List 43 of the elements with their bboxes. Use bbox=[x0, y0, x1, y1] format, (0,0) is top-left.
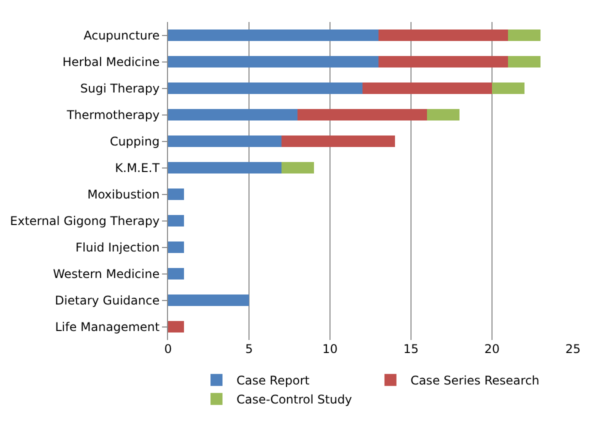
bar bbox=[508, 56, 541, 68]
y-tick-label: Fluid Injection bbox=[76, 240, 160, 254]
legend-label: Case-Control Study bbox=[236, 392, 352, 407]
y-tick-label: Thermotherapy bbox=[66, 108, 160, 122]
y-tick-label: Acupuncture bbox=[84, 28, 160, 42]
bar bbox=[168, 135, 282, 148]
x-tick-label: 20 bbox=[484, 342, 500, 356]
bar bbox=[168, 188, 184, 200]
x-tick-label: 0 bbox=[164, 342, 172, 356]
y-tick-label: Dietary Guidance bbox=[54, 293, 160, 308]
y-tick-label: Sugi Therapy bbox=[80, 81, 160, 96]
y-tick-label: Herbal Medicine bbox=[62, 54, 160, 69]
bar bbox=[378, 56, 508, 68]
bar bbox=[168, 294, 249, 306]
legend-label: Case Series Research bbox=[410, 374, 540, 388]
y-tick-label: Western Medicine bbox=[52, 266, 160, 281]
x-tick-label: 5 bbox=[245, 342, 253, 356]
bar bbox=[362, 82, 492, 94]
bar bbox=[168, 162, 282, 174]
x-tick-label: 15 bbox=[403, 342, 419, 356]
bar bbox=[168, 320, 184, 333]
bar bbox=[508, 29, 541, 42]
bar bbox=[281, 135, 395, 148]
y-tick-label: Life Management bbox=[55, 320, 160, 334]
x-tick-label: 25 bbox=[565, 342, 581, 356]
bar bbox=[492, 82, 524, 94]
bar bbox=[281, 162, 314, 174]
bar bbox=[378, 29, 508, 42]
bar bbox=[168, 56, 379, 68]
bar bbox=[298, 108, 428, 121]
legend-label: Case Report bbox=[236, 374, 310, 388]
bar bbox=[168, 29, 379, 42]
bar bbox=[168, 214, 184, 227]
bar bbox=[168, 108, 298, 121]
x-tick-label: 10 bbox=[322, 342, 338, 356]
bar bbox=[168, 82, 362, 94]
bar bbox=[168, 268, 184, 280]
y-tick-label: External Gigong Therapy bbox=[10, 214, 160, 228]
y-tick-label: Cupping bbox=[110, 134, 160, 148]
y-tick-label: Moxibustion bbox=[87, 187, 160, 202]
bar bbox=[427, 108, 460, 121]
bar bbox=[168, 241, 184, 254]
y-tick-label: K.M.E.T bbox=[115, 160, 160, 175]
